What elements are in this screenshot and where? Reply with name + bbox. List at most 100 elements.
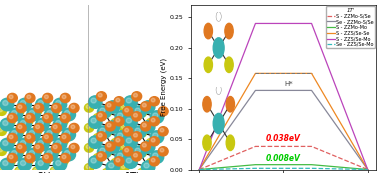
Circle shape <box>38 101 43 106</box>
Circle shape <box>53 105 57 109</box>
Circle shape <box>36 145 40 149</box>
Circle shape <box>86 125 90 129</box>
Circle shape <box>18 118 31 131</box>
Circle shape <box>113 140 116 143</box>
Circle shape <box>71 145 75 149</box>
Circle shape <box>33 107 42 115</box>
Circle shape <box>129 114 138 122</box>
Circle shape <box>133 106 146 118</box>
Line: S - ZZS/Se-Mo: S - ZZS/Se-Mo <box>199 24 368 170</box>
Circle shape <box>115 131 129 143</box>
Circle shape <box>125 148 129 152</box>
Circle shape <box>126 138 132 143</box>
Circle shape <box>53 118 67 131</box>
Circle shape <box>0 98 14 111</box>
Circle shape <box>59 137 68 145</box>
S - ZZMo-Mo <box>197 169 201 171</box>
Circle shape <box>43 133 53 143</box>
Circle shape <box>50 107 59 115</box>
Circle shape <box>133 113 138 117</box>
Circle shape <box>91 98 96 103</box>
Circle shape <box>50 167 59 173</box>
Circle shape <box>69 103 79 113</box>
Circle shape <box>29 111 34 116</box>
Text: 1T': 1T' <box>125 172 139 173</box>
Circle shape <box>56 140 61 145</box>
S - ZZS/Se-Mo <box>197 169 201 171</box>
Circle shape <box>117 113 123 118</box>
Circle shape <box>102 169 111 173</box>
Circle shape <box>9 95 13 99</box>
Circle shape <box>0 138 14 151</box>
Circle shape <box>126 118 132 123</box>
Circle shape <box>116 138 120 142</box>
Circle shape <box>3 101 8 106</box>
Circle shape <box>62 135 66 139</box>
Circle shape <box>11 130 17 135</box>
Line: S - ZZS/Se-Se: S - ZZS/Se-Se <box>199 73 368 170</box>
Circle shape <box>100 128 105 133</box>
Circle shape <box>113 120 116 123</box>
Circle shape <box>102 149 111 157</box>
Circle shape <box>91 118 96 123</box>
Circle shape <box>141 142 150 151</box>
Circle shape <box>148 160 152 163</box>
Circle shape <box>18 138 31 151</box>
Circle shape <box>88 116 102 128</box>
Circle shape <box>36 118 49 131</box>
Circle shape <box>51 123 61 133</box>
Circle shape <box>16 148 20 152</box>
Circle shape <box>34 128 38 132</box>
Circle shape <box>124 136 137 148</box>
Circle shape <box>88 136 102 148</box>
Circle shape <box>98 126 111 138</box>
Se - ZZS/Se-Mo <box>253 167 258 169</box>
Circle shape <box>9 155 13 159</box>
Circle shape <box>47 151 52 156</box>
Circle shape <box>43 138 46 142</box>
Circle shape <box>123 107 133 116</box>
Circle shape <box>96 152 106 161</box>
Circle shape <box>3 140 8 145</box>
Circle shape <box>53 125 57 129</box>
Circle shape <box>117 133 123 138</box>
Circle shape <box>106 141 119 153</box>
Circle shape <box>53 138 67 151</box>
Circle shape <box>158 147 168 156</box>
Circle shape <box>88 156 102 168</box>
Circle shape <box>60 153 70 163</box>
Circle shape <box>86 105 90 108</box>
Circle shape <box>18 105 22 109</box>
Circle shape <box>34 123 44 133</box>
Circle shape <box>16 108 20 112</box>
Circle shape <box>107 103 111 107</box>
Y-axis label: Free Energy (eV): Free Energy (eV) <box>160 58 167 116</box>
Circle shape <box>8 133 17 143</box>
Circle shape <box>0 107 6 115</box>
Circle shape <box>143 123 146 127</box>
Circle shape <box>130 135 134 139</box>
Circle shape <box>160 148 164 152</box>
Circle shape <box>98 93 102 97</box>
Circle shape <box>150 111 164 123</box>
Circle shape <box>45 95 48 99</box>
Circle shape <box>43 93 53 103</box>
Circle shape <box>8 138 11 142</box>
Circle shape <box>20 140 26 145</box>
Circle shape <box>133 93 138 97</box>
S - ZZMo-S/Se <box>309 145 314 147</box>
S - ZZS/Se-Se <box>366 169 370 171</box>
Circle shape <box>141 141 155 153</box>
Circle shape <box>60 113 70 123</box>
Circle shape <box>6 117 15 125</box>
S - ZZMo-Mo <box>366 169 370 171</box>
Circle shape <box>43 113 53 123</box>
Text: 0.038eV: 0.038eV <box>266 134 301 143</box>
Circle shape <box>125 128 129 132</box>
Text: 0.008eV: 0.008eV <box>266 154 301 163</box>
Circle shape <box>124 116 137 128</box>
Circle shape <box>0 128 2 132</box>
Circle shape <box>34 108 38 112</box>
Circle shape <box>59 157 68 165</box>
Circle shape <box>25 138 29 142</box>
